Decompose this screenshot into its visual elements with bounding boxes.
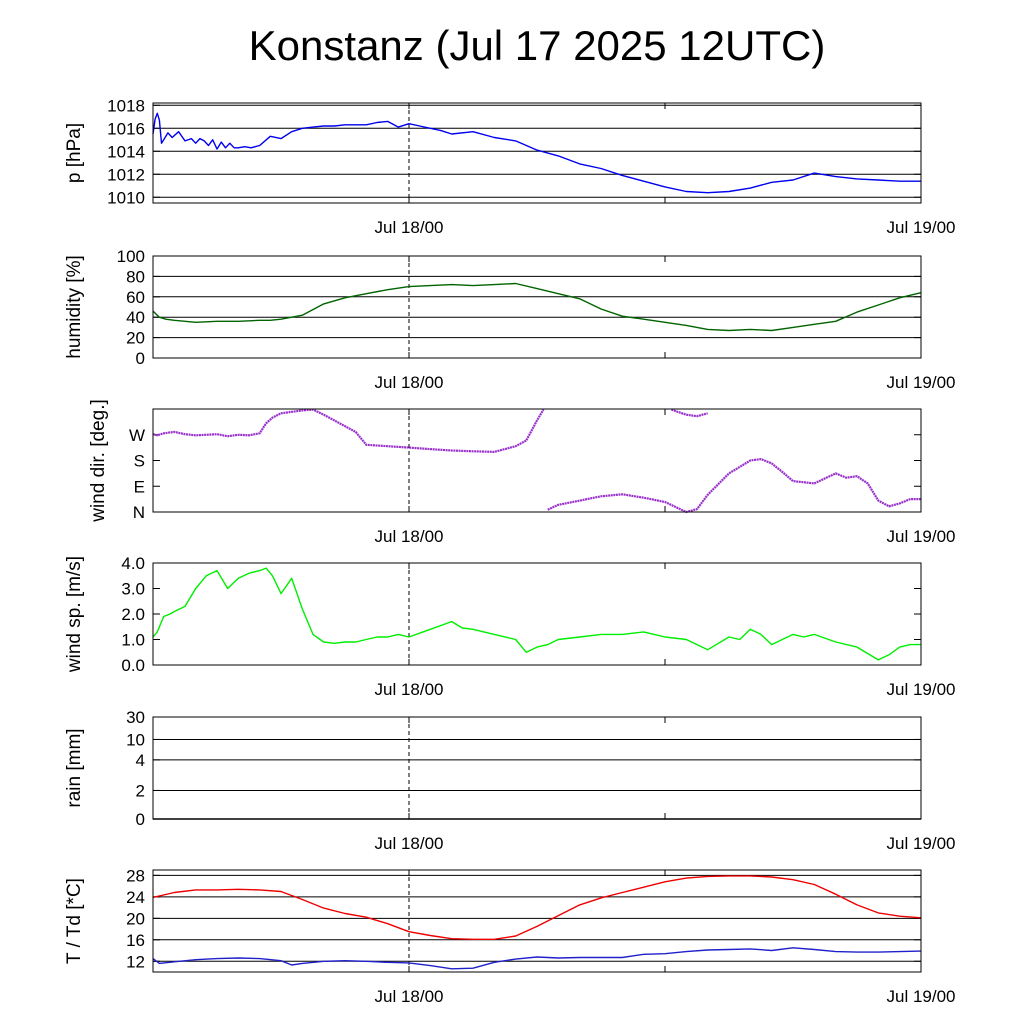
y-tick-label: 2.0 — [121, 605, 145, 624]
x-tick-label: Jul 19/00 — [887, 373, 956, 392]
x-tick-label: Jul 19/00 — [887, 987, 956, 1006]
y-axis-title: T / Td [*C] — [64, 878, 85, 964]
y-tick-label: 12 — [126, 952, 145, 971]
plot-frame — [152, 869, 922, 973]
y-tick-label: 40 — [126, 308, 145, 327]
y-axis-title: p [hPa] — [64, 123, 85, 183]
y-tick-label: 24 — [126, 888, 145, 907]
x-tick-label: Jul 18/00 — [375, 218, 444, 237]
plot-frame — [152, 408, 922, 513]
x-tick-label: Jul 18/00 — [375, 527, 444, 546]
y-tick-label: 4.0 — [121, 554, 145, 573]
wind-direction-track — [671, 408, 708, 418]
y-tick-label: 0.0 — [121, 656, 145, 675]
plot-frame — [152, 562, 922, 666]
y-tick-label: 28 — [126, 866, 145, 885]
wind-speed-line — [152, 567, 921, 661]
rain-panel: 0 2 4 10 30 Jul 18/00 Jul 19/00 rain [mm] — [64, 708, 956, 853]
y-tick-label: 60 — [126, 288, 145, 307]
y-tick-label: 1010 — [107, 188, 145, 207]
x-tick-label: Jul 19/00 — [887, 680, 956, 699]
y-tick-label: 0 — [136, 810, 145, 829]
plot-frame — [152, 716, 922, 820]
plot-frame — [152, 102, 922, 204]
plot-frame — [152, 255, 922, 359]
y-tick-label: 16 — [126, 931, 145, 950]
wind-direction-track — [152, 408, 545, 453]
x-tick-label: Jul 18/00 — [375, 987, 444, 1006]
y-tick-label: 0 — [136, 349, 145, 368]
y-tick-label: N — [133, 503, 145, 522]
x-tick-label: Jul 18/00 — [375, 680, 444, 699]
y-axis-title: wind sp. [m/s] — [64, 556, 85, 673]
x-tick-label: Jul 18/00 — [375, 834, 444, 853]
y-tick-label: 20 — [126, 909, 145, 928]
y-tick-label: 1.0 — [121, 631, 145, 650]
dewpoint-line — [152, 947, 922, 970]
y-tick-label: 10 — [126, 730, 145, 749]
y-tick-label: 4 — [136, 751, 145, 770]
chart-title: Konstanz (Jul 17 2025 12UTC) — [248, 22, 826, 69]
y-tick-label: 100 — [117, 247, 145, 266]
y-tick-label: 80 — [126, 267, 145, 286]
y-tick-label: 3.0 — [121, 580, 145, 599]
temperature-dewpoint-panel: 12 16 20 24 28 Jul 18/00 Jul 19/00 T / Td [*C] — [64, 866, 956, 1006]
x-tick-label: Jul 19/00 — [887, 218, 956, 237]
temperature-line — [152, 875, 922, 940]
y-tick-label: 1014 — [107, 142, 145, 161]
y-tick-label: E — [134, 477, 145, 496]
humidity-line — [152, 282, 922, 332]
x-tick-label: Jul 19/00 — [887, 834, 956, 853]
y-tick-label: S — [134, 452, 145, 471]
wind-speed-panel: 0.0 1.0 2.0 3.0 4.0 Jul 18/00 Jul 19/00 wind sp… — [64, 554, 956, 699]
y-axis-title: humidity [%] — [64, 255, 85, 358]
y-axis-title: wind dir. [deg.] — [88, 399, 109, 523]
y-tick-label: W — [129, 426, 145, 445]
x-tick-label: Jul 19/00 — [887, 527, 956, 546]
y-tick-label: 1016 — [107, 119, 145, 138]
y-tick-label: 20 — [126, 329, 145, 348]
y-tick-label: 2 — [136, 781, 145, 800]
y-axis-title: rain [mm] — [64, 728, 85, 807]
x-tick-label: Jul 18/00 — [375, 373, 444, 392]
y-tick-label: 1018 — [107, 96, 145, 115]
y-tick-label: 1012 — [107, 165, 145, 184]
pressure-line — [152, 112, 921, 194]
wind-direction-track — [547, 458, 921, 514]
pressure-panel: 1010 1012 1014 1016 1018 Jul 18/00 Jul 19/00 p … — [64, 96, 956, 237]
y-tick-label: 30 — [126, 708, 145, 727]
